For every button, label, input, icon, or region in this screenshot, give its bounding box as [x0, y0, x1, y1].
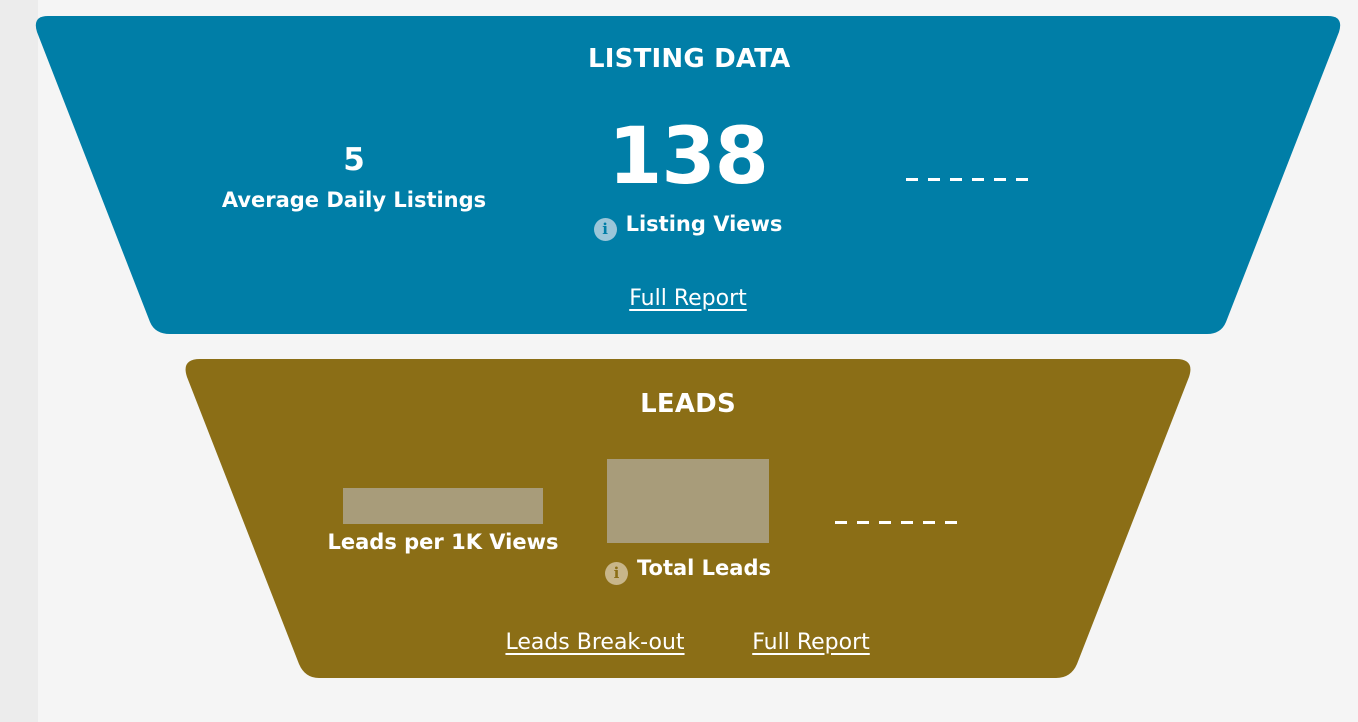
leads-breakout-link[interactable]: Leads Break-out [505, 630, 685, 655]
total-leads-label: Total Leads [636, 556, 771, 580]
total-leads-label-row: i Total Leads [556, 556, 820, 585]
leads-full-report-link[interactable]: Full Report [752, 630, 870, 655]
listing-data-title: LISTING DATA [588, 44, 791, 74]
leads-per-1k-views-value-redacted [343, 488, 543, 524]
listing-data-panel: LISTING DATA 5 Average Daily Listings 13… [0, 0, 1358, 340]
average-daily-listings-value: 5 [343, 142, 365, 178]
listing-views-label: Listing Views [625, 212, 783, 236]
leads-panel: LEADS Leads per 1K Views i Total Leads Le… [185, 359, 1191, 678]
listing-views-value: 138 [608, 112, 769, 202]
listing-panel-shape [35, 16, 1341, 334]
info-icon[interactable]: i [604, 562, 628, 585]
leads-placeholder-dashes [835, 521, 957, 524]
average-daily-listings-label: Average Daily Listings [221, 188, 487, 212]
leads-panel-shape [185, 359, 1191, 678]
listing-full-report-link[interactable]: Full Report [629, 286, 747, 311]
total-leads-value-redacted [607, 459, 769, 543]
listing-placeholder-dashes [906, 178, 1028, 181]
listing-views-label-row: i Listing Views [548, 212, 828, 241]
leads-per-1k-views-label: Leads per 1K Views [327, 530, 559, 554]
leads-title: LEADS [640, 389, 736, 419]
info-icon[interactable]: i [593, 218, 617, 241]
